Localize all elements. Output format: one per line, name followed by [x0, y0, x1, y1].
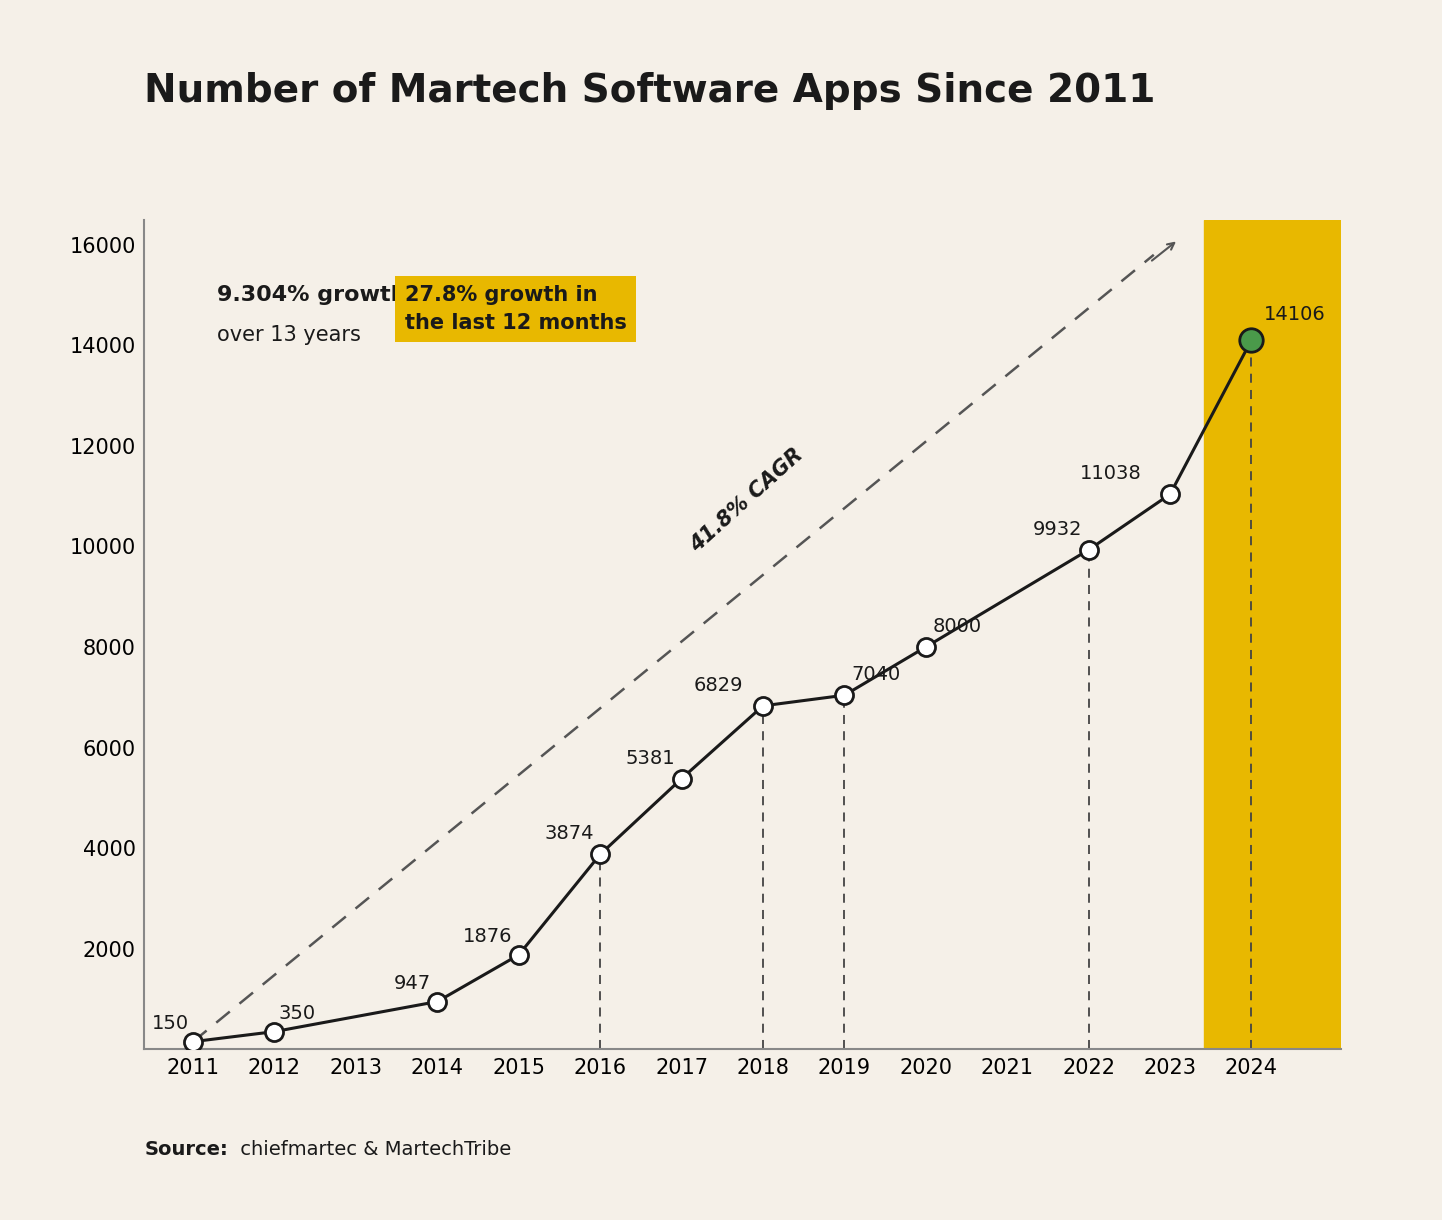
Text: 150: 150 — [151, 1014, 189, 1032]
Text: over 13 years: over 13 years — [218, 326, 362, 345]
Text: 14106: 14106 — [1263, 305, 1325, 323]
Text: 27.8% growth in
the last 12 months: 27.8% growth in the last 12 months — [405, 285, 627, 333]
Text: Number of Martech Software Apps Since 2011: Number of Martech Software Apps Since 20… — [144, 72, 1155, 110]
Bar — [1204, 220, 1341, 1049]
Text: 7040: 7040 — [851, 665, 900, 684]
Text: 9932: 9932 — [1032, 520, 1082, 539]
Text: 6829: 6829 — [694, 676, 743, 694]
Text: 8000: 8000 — [933, 617, 982, 636]
Text: 1876: 1876 — [463, 927, 512, 946]
Text: 9.304% growth: 9.304% growth — [218, 285, 407, 305]
Text: 350: 350 — [278, 1004, 316, 1022]
Text: 41.8% CAGR: 41.8% CAGR — [686, 445, 808, 556]
Text: 947: 947 — [394, 974, 431, 993]
Text: 3874: 3874 — [544, 825, 594, 843]
Text: 5381: 5381 — [626, 749, 675, 767]
Text: 11038: 11038 — [1080, 464, 1142, 483]
Text: chiefmartec & MartechTribe: chiefmartec & MartechTribe — [234, 1139, 510, 1159]
Text: Source:: Source: — [144, 1139, 228, 1159]
